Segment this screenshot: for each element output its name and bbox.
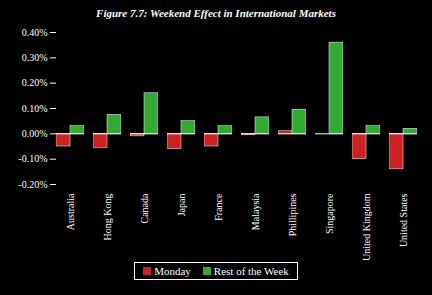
svg-text:Japan: Japan: [176, 194, 187, 217]
svg-text:Australia: Australia: [65, 193, 76, 230]
svg-text:-0.10%: -0.10%: [18, 153, 47, 164]
svg-text:0.30%: 0.30%: [22, 52, 48, 63]
svg-text:0.10%: 0.10%: [22, 103, 48, 114]
svg-text:0.40%: 0.40%: [22, 27, 48, 38]
svg-text:United Kingdom: United Kingdom: [361, 193, 372, 260]
svg-text:0.00%: 0.00%: [22, 128, 48, 139]
svg-text:Canada: Canada: [139, 193, 150, 224]
html-text:Figure 7.7: Weekend Effect in: Figure 7.7: Weekend Effect in Internatio…: [96, 7, 336, 19]
svg-text:-0.20%: -0.20%: [18, 179, 47, 190]
html-text:Rest of the Week: Rest of the Week: [213, 265, 289, 277]
svg-text:United States: United States: [398, 193, 409, 247]
html-text:Monday: Monday: [154, 265, 191, 277]
svg-text:Phillipines: Phillipines: [287, 193, 298, 236]
svg-text:France: France: [213, 193, 224, 221]
svg-text:Hong Kong: Hong Kong: [102, 194, 113, 241]
svg-text:Malaysia: Malaysia: [250, 193, 261, 230]
svg-text:Singapore: Singapore: [324, 193, 335, 234]
svg-text:0.20%: 0.20%: [22, 77, 48, 88]
